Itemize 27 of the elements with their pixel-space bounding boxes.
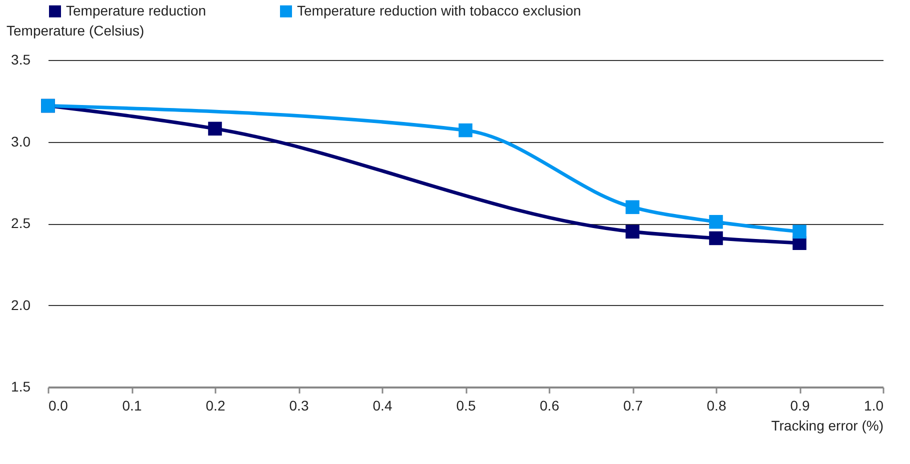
point — [458, 123, 472, 138]
y-tick-label: 2.5 — [11, 215, 31, 231]
y-tick-label: 2.0 — [11, 296, 31, 313]
x-axis-title: Tracking error (%) — [771, 418, 884, 434]
x-tick-label: 0.4 — [372, 398, 392, 414]
x-tick-label: 0.0 — [48, 398, 68, 414]
point — [208, 122, 222, 136]
y-axis-title: Temperature (Celsius) — [6, 22, 144, 38]
x-tick-label: 0.2 — [206, 398, 226, 414]
point — [626, 224, 640, 239]
y-tick-label: 3.5 — [11, 52, 31, 68]
x-tick-label: 0.6 — [540, 398, 560, 414]
x-tick-label: 0.8 — [706, 398, 726, 414]
x-tick-label: 0.7 — [623, 398, 643, 414]
point — [626, 200, 640, 214]
x-tick-label: 0.3 — [289, 398, 309, 414]
point — [709, 214, 723, 229]
x-tick-label: 0.9 — [790, 398, 810, 414]
y-tick-label: 3.0 — [11, 133, 31, 150]
x-tick-label: 0.1 — [122, 398, 142, 414]
point — [709, 231, 723, 246]
legend-label: Temperature reduction with tobacco exclusion — [297, 2, 582, 18]
y-tick-label: 1.5 — [11, 378, 31, 394]
legend-label: Temperature reduction — [66, 2, 206, 18]
x-tick-label: 0.5 — [456, 398, 476, 414]
x-tick-label: 1.0 — [864, 398, 884, 414]
point — [792, 224, 806, 239]
